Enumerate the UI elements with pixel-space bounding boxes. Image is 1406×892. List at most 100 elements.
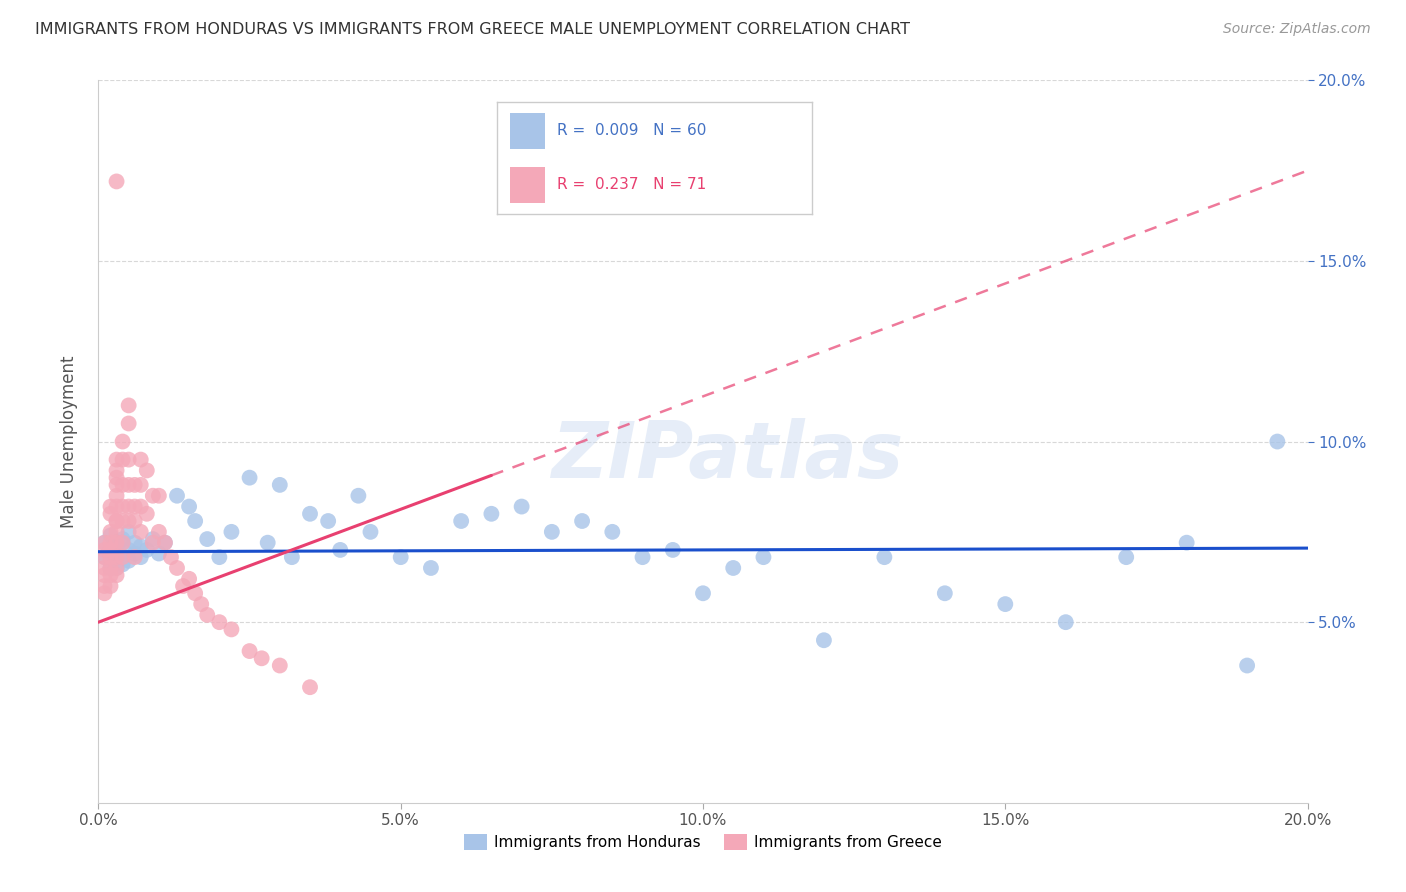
Point bbox=[184, 586, 207, 600]
Point bbox=[105, 514, 128, 528]
Point bbox=[179, 572, 201, 586]
Point bbox=[105, 561, 128, 575]
Point bbox=[1054, 615, 1077, 630]
Point bbox=[105, 547, 128, 561]
Point bbox=[93, 568, 115, 582]
Point bbox=[129, 539, 152, 553]
Point bbox=[329, 542, 352, 557]
Point bbox=[723, 561, 745, 575]
Point bbox=[111, 500, 134, 514]
Point bbox=[510, 500, 533, 514]
Point bbox=[166, 489, 188, 503]
Point bbox=[124, 550, 146, 565]
Point bbox=[105, 550, 128, 565]
Point bbox=[269, 658, 291, 673]
Point bbox=[105, 550, 128, 565]
Point bbox=[481, 507, 503, 521]
Point bbox=[93, 579, 115, 593]
Point bbox=[1175, 535, 1198, 549]
Point bbox=[195, 532, 218, 546]
Point bbox=[105, 514, 128, 528]
Point bbox=[299, 507, 322, 521]
Text: IMMIGRANTS FROM HONDURAS VS IMMIGRANTS FROM GREECE MALE UNEMPLOYMENT CORRELATION: IMMIGRANTS FROM HONDURAS VS IMMIGRANTS F… bbox=[35, 22, 910, 37]
Point bbox=[221, 524, 243, 539]
Text: ZIPatlas: ZIPatlas bbox=[551, 418, 903, 494]
Point bbox=[221, 623, 243, 637]
Point bbox=[111, 434, 134, 449]
Point bbox=[118, 398, 141, 412]
Point bbox=[100, 528, 122, 542]
Point bbox=[347, 489, 370, 503]
Point bbox=[105, 500, 128, 514]
Point bbox=[602, 524, 624, 539]
Point bbox=[420, 561, 443, 575]
Point bbox=[172, 579, 194, 593]
Legend: Immigrants from Honduras, Immigrants from Greece: Immigrants from Honduras, Immigrants fro… bbox=[457, 829, 949, 856]
Point bbox=[256, 535, 278, 549]
Point bbox=[269, 478, 291, 492]
Point bbox=[142, 535, 165, 549]
Point bbox=[873, 550, 896, 565]
Point bbox=[208, 615, 231, 630]
Point bbox=[389, 550, 412, 565]
Point bbox=[93, 561, 115, 575]
Point bbox=[105, 524, 128, 539]
Point bbox=[692, 586, 714, 600]
Point bbox=[118, 542, 141, 557]
Point bbox=[184, 514, 207, 528]
Point bbox=[813, 633, 835, 648]
Point bbox=[105, 463, 128, 477]
Point bbox=[299, 680, 322, 694]
Point bbox=[105, 568, 128, 582]
Y-axis label: Male Unemployment: Male Unemployment bbox=[59, 355, 77, 528]
Point bbox=[118, 524, 141, 539]
Point bbox=[129, 550, 152, 565]
Point bbox=[100, 568, 122, 582]
Point bbox=[105, 471, 128, 485]
Point bbox=[316, 514, 339, 528]
Point bbox=[105, 561, 128, 575]
Point bbox=[105, 478, 128, 492]
Point bbox=[111, 478, 134, 492]
Point bbox=[111, 452, 134, 467]
Point bbox=[100, 542, 122, 557]
Point bbox=[100, 579, 122, 593]
Point bbox=[239, 471, 262, 485]
Point bbox=[105, 535, 128, 549]
Point bbox=[148, 547, 170, 561]
Point bbox=[571, 514, 593, 528]
Point bbox=[118, 514, 141, 528]
Point bbox=[111, 558, 134, 572]
Point bbox=[105, 174, 128, 188]
Point bbox=[281, 550, 304, 565]
Point bbox=[934, 586, 956, 600]
Point bbox=[111, 535, 134, 549]
Point bbox=[135, 507, 157, 521]
Point bbox=[124, 500, 146, 514]
Point bbox=[111, 535, 134, 549]
Point bbox=[100, 535, 122, 549]
Point bbox=[195, 607, 218, 622]
Point bbox=[105, 539, 128, 553]
Point bbox=[153, 535, 176, 549]
Point bbox=[118, 417, 141, 431]
Point bbox=[153, 535, 176, 549]
Point bbox=[540, 524, 562, 539]
Point bbox=[111, 550, 134, 565]
Point bbox=[124, 514, 146, 528]
Point bbox=[105, 452, 128, 467]
Point bbox=[100, 507, 122, 521]
Point bbox=[93, 535, 115, 549]
Point bbox=[129, 500, 152, 514]
Point bbox=[124, 478, 146, 492]
Point bbox=[135, 542, 157, 557]
Point bbox=[100, 561, 122, 575]
Point bbox=[93, 535, 115, 549]
Point bbox=[100, 500, 122, 514]
Point bbox=[1236, 658, 1258, 673]
Point bbox=[100, 542, 122, 557]
Point bbox=[250, 651, 273, 665]
Point bbox=[1267, 434, 1289, 449]
Point bbox=[631, 550, 654, 565]
Point bbox=[93, 586, 115, 600]
